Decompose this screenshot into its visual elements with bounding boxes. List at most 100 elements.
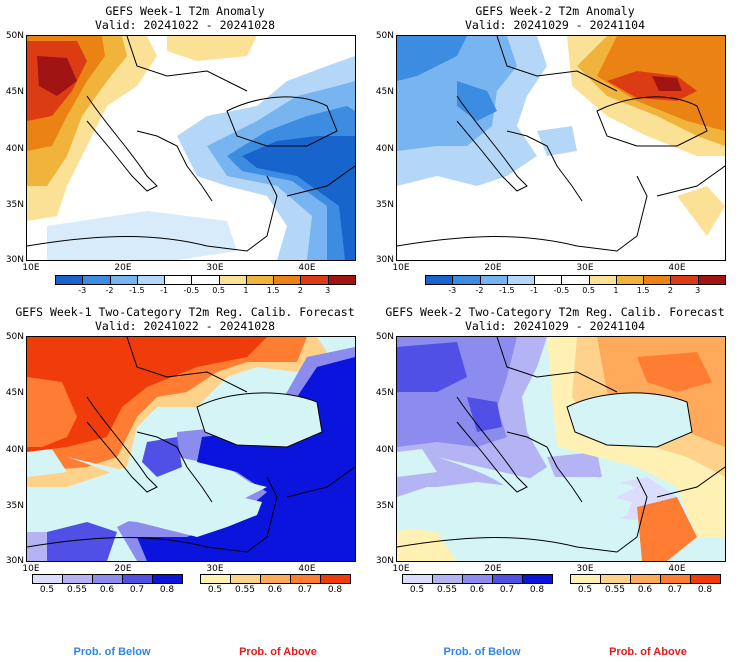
colorbar-tick-label: -0.5 [183, 286, 200, 295]
lon-label: 40E [298, 263, 316, 273]
map-week1-anomaly [26, 35, 356, 261]
colorbar-tick-label: 0.5 [212, 286, 225, 295]
colorbar-tick-label: 0.55 [234, 585, 256, 595]
prob-below-label: Prob. of Below [73, 646, 151, 658]
lon-label: 10E [22, 263, 40, 273]
colorbar-tick-label: -1 [530, 286, 539, 295]
colorbar-swatch [152, 574, 183, 584]
colorbar-tick-label: 3 [695, 286, 701, 295]
colorbar-swatch [615, 275, 645, 285]
colorbar-tick-label: 0.55 [66, 585, 88, 595]
colorbar-tick-label: 0.7 [667, 585, 683, 595]
lat-label: 30N [5, 556, 24, 566]
panel-week2-anomaly: GEFS Week-2 T2m Anomaly Valid: 20241029 … [370, 0, 740, 300]
lat-label: 45N [5, 388, 24, 398]
panel-valid-dates: Valid: 20241022 - 20241028 [94, 319, 275, 333]
lat-label: 40N [5, 445, 24, 455]
lat-label: 50N [5, 31, 24, 41]
lon-label: 30E [576, 263, 594, 273]
lat-label: 35N [5, 501, 24, 511]
lat-label: 45N [5, 87, 24, 97]
lon-label: 20E [484, 564, 502, 574]
colorbar-swatch [425, 275, 454, 285]
lon-label: 10E [392, 564, 410, 574]
colorbar-swatch [462, 574, 493, 584]
lon-label: 20E [484, 263, 502, 273]
panel-title: GEFS Week-1 Two-Category T2m Reg. Calib.… [15, 305, 355, 319]
colorbar-tick-label: -3 [78, 286, 87, 295]
lat-label: 50N [375, 332, 394, 342]
lon-label: 30E [206, 263, 224, 273]
colorbar-swatch [600, 574, 631, 584]
colorbar-swatch [55, 275, 84, 285]
colorbar-tick-label: 0.7 [499, 585, 515, 595]
panel-valid-dates: Valid: 20241022 - 20241028 [94, 18, 275, 32]
lon-label: 20E [114, 564, 132, 574]
colorbar-swatch [245, 275, 275, 285]
colorbar-tick-label: 0.7 [297, 585, 313, 595]
colorbar-swatch [82, 275, 111, 285]
colorbar-swatch [230, 574, 261, 584]
lat-label: 40N [375, 445, 394, 455]
colorbar-tick-label: 0.6 [99, 585, 115, 595]
colorbar-tick-label: 1.5 [636, 286, 650, 295]
probability-field [397, 337, 725, 561]
colorbar-swatch [218, 275, 247, 285]
probability-field [27, 337, 355, 561]
panel-title: GEFS Week-2 Two-Category T2m Reg. Calib.… [385, 305, 725, 319]
colorbar-swatch [300, 275, 329, 285]
colorbar-swatch [136, 275, 166, 285]
above-colorbar: 0.5 0.55 0.6 0.7 0.8 [570, 574, 721, 596]
colorbar-tick-label: 0.6 [267, 585, 283, 595]
colorbar-tick-label: -3 [448, 286, 457, 295]
colorbar-tick-label: 1 [243, 286, 249, 295]
above-colorbar: 0.5 0.55 0.6 0.7 0.8 [200, 574, 351, 596]
lon-label: 40E [668, 263, 686, 273]
colorbar-swatch [630, 574, 661, 584]
colorbar-swatch [534, 275, 563, 285]
panel-valid-dates: Valid: 20241029 - 20241104 [464, 319, 645, 333]
colorbar-tick-label: 0.5 [409, 585, 425, 595]
colorbar-tick-label: 0.8 [529, 585, 545, 595]
prob-below-label: Prob. of Below [443, 646, 521, 658]
lat-label: 45N [375, 388, 394, 398]
colorbar-tick-label: 3 [325, 286, 331, 295]
colorbar-swatch [479, 275, 508, 285]
colorbar-swatch [191, 275, 220, 285]
lat-label: 45N [375, 87, 394, 97]
lon-label: 10E [22, 564, 40, 574]
colorbar-tick-label: 0.8 [327, 585, 343, 595]
lat-label: 40N [375, 144, 394, 154]
colorbar-swatch [200, 574, 231, 584]
colorbar-tick-label: 0.5 [577, 585, 593, 595]
colorbar-swatch [588, 275, 617, 285]
panel-valid-dates: Valid: 20241029 - 20241104 [464, 18, 645, 32]
anomaly-field [397, 36, 725, 252]
map-week1-probability [26, 336, 356, 562]
map-week2-probability [396, 336, 726, 562]
colorbar-swatch [522, 574, 553, 584]
colorbar-swatch [432, 574, 463, 584]
lat-label: 30N [375, 255, 394, 265]
panel-title: GEFS Week-1 T2m Anomaly [105, 4, 265, 18]
lat-label: 35N [375, 501, 394, 511]
colorbar-tick-label: 0.6 [469, 585, 485, 595]
anomaly-colorbar: -3 -2 -1.5 -1 -0.5 0.5 1 1.5 2 3 [55, 275, 356, 297]
lat-label: 35N [5, 200, 24, 210]
panel-week2-probability: GEFS Week-2 Two-Category T2m Reg. Calib.… [370, 300, 740, 662]
colorbar-swatch [32, 574, 63, 584]
anomaly-field [27, 36, 355, 260]
colorbar-tick-label: -1 [160, 286, 169, 295]
lon-label: 20E [114, 263, 132, 273]
colorbar-swatch [697, 275, 726, 285]
colorbar-swatch [506, 275, 536, 285]
colorbar-tick-label: 0.5 [207, 585, 223, 595]
lat-label: 30N [375, 556, 394, 566]
colorbar-tick-label: 0.55 [604, 585, 626, 595]
panel-week1-anomaly: GEFS Week-1 T2m Anomaly Valid: 20241022 … [0, 0, 370, 300]
colorbar-tick-label: 1 [613, 286, 619, 295]
lat-label: 35N [375, 200, 394, 210]
colorbar-tick-label: 0.5 [582, 286, 595, 295]
colorbar-swatch [273, 275, 302, 285]
colorbar-swatch [62, 574, 93, 584]
